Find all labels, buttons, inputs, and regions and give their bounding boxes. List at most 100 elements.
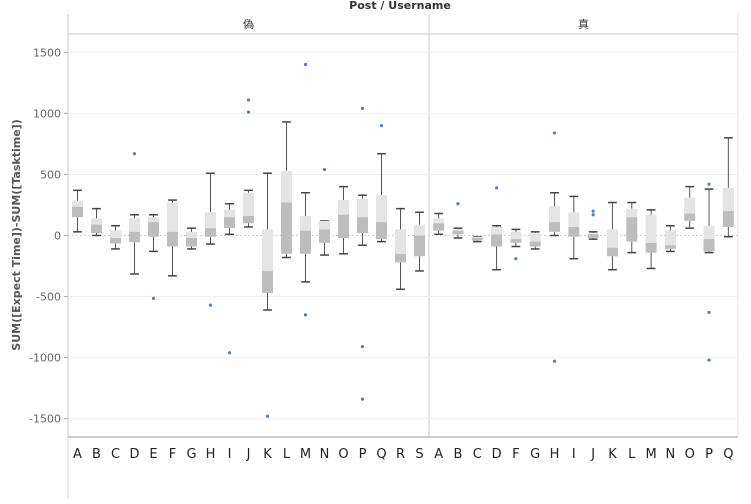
box-upper (148, 217, 159, 223)
outlier-point (591, 209, 595, 213)
box-upper (703, 225, 715, 240)
box-lower (433, 223, 445, 231)
outlier-point (208, 303, 213, 307)
category-label: B (92, 447, 101, 462)
box-lower (452, 230, 464, 235)
outlier-point (456, 202, 460, 206)
panel-label: 偽 (243, 17, 254, 31)
box-upper (376, 195, 387, 223)
box-lower (300, 230, 311, 254)
outlier-point (265, 414, 270, 418)
box-upper (129, 218, 140, 232)
box-lower (395, 253, 406, 263)
y-tick-label: -500 (36, 291, 61, 304)
box-upper (606, 229, 618, 248)
outlier-point (707, 182, 711, 186)
category-label: G (186, 447, 196, 462)
box-upper (395, 229, 406, 254)
category-label: G (530, 447, 540, 462)
category-label: C (111, 447, 120, 462)
category-label: P (705, 447, 713, 462)
box-lower (471, 237, 483, 241)
box-upper (319, 220, 330, 230)
panel-label: 真 (578, 17, 589, 31)
category-label: J (590, 447, 595, 462)
category-label: K (608, 447, 617, 462)
box-lower (722, 211, 734, 227)
box-lower (129, 231, 140, 243)
box-upper (452, 229, 464, 231)
box-lower (376, 222, 387, 240)
category-label: M (300, 447, 311, 462)
box-lower (626, 217, 638, 242)
box-lower (224, 217, 235, 229)
box-upper (281, 170, 292, 203)
box-upper (587, 233, 599, 235)
outlier-point (246, 98, 251, 102)
box-lower (510, 239, 522, 243)
box-lower (262, 270, 273, 293)
category-label: Q (723, 447, 733, 462)
box-upper (510, 231, 522, 240)
outlier-point (707, 358, 711, 362)
category-label: D (492, 447, 502, 462)
category-label: R (396, 447, 405, 462)
box-upper (722, 187, 734, 212)
box-upper (568, 212, 580, 227)
outlier-point (151, 296, 156, 300)
box-upper (626, 208, 638, 218)
box-lower (587, 234, 599, 238)
category-label: C (473, 447, 482, 462)
category-label: S (415, 447, 423, 462)
category-label: L (283, 447, 291, 462)
box-upper (167, 202, 178, 232)
outlier-point (360, 106, 365, 111)
y-tick-label: 1000 (33, 107, 61, 120)
outlier-point (360, 397, 365, 401)
box-upper (262, 229, 273, 271)
box-lower (414, 235, 425, 257)
box-upper (664, 230, 676, 246)
box-upper (72, 200, 83, 207)
panel-header (68, 14, 738, 34)
y-tick-label: -1000 (29, 352, 61, 365)
category-label: N (320, 447, 330, 462)
category-label: B (454, 447, 463, 462)
box-lower (148, 222, 159, 237)
category-label: A (434, 447, 443, 462)
box-lower (568, 226, 580, 237)
box-upper (338, 200, 349, 215)
category-label: E (149, 447, 157, 462)
y-tick-label: 500 (40, 168, 61, 181)
y-tick-label: -1500 (29, 413, 61, 426)
box-upper (186, 231, 197, 238)
box-upper (300, 215, 311, 231)
box-upper (205, 212, 216, 229)
outlier-point (707, 310, 711, 315)
category-label: D (129, 447, 139, 462)
box-upper (91, 218, 102, 225)
category-label: O (338, 447, 348, 462)
box-lower (186, 237, 197, 247)
box-upper (110, 230, 121, 238)
box-upper (433, 218, 445, 224)
box-lower (205, 228, 216, 237)
outlier-point (303, 313, 308, 317)
category-label: I (228, 447, 232, 462)
box-lower (684, 213, 696, 221)
category-label: Q (376, 447, 386, 462)
outlier-point (514, 257, 518, 261)
category-label: H (550, 447, 560, 462)
outlier-point (227, 351, 232, 355)
box-lower (664, 245, 676, 249)
box-upper (491, 226, 503, 235)
box-lower (645, 242, 657, 253)
box-lower (167, 231, 178, 247)
box-upper (471, 236, 483, 238)
box-lower (703, 239, 715, 252)
box-upper (357, 198, 368, 218)
box-lower (72, 206, 83, 218)
box-upper (645, 214, 657, 243)
outlier-point (591, 213, 595, 217)
